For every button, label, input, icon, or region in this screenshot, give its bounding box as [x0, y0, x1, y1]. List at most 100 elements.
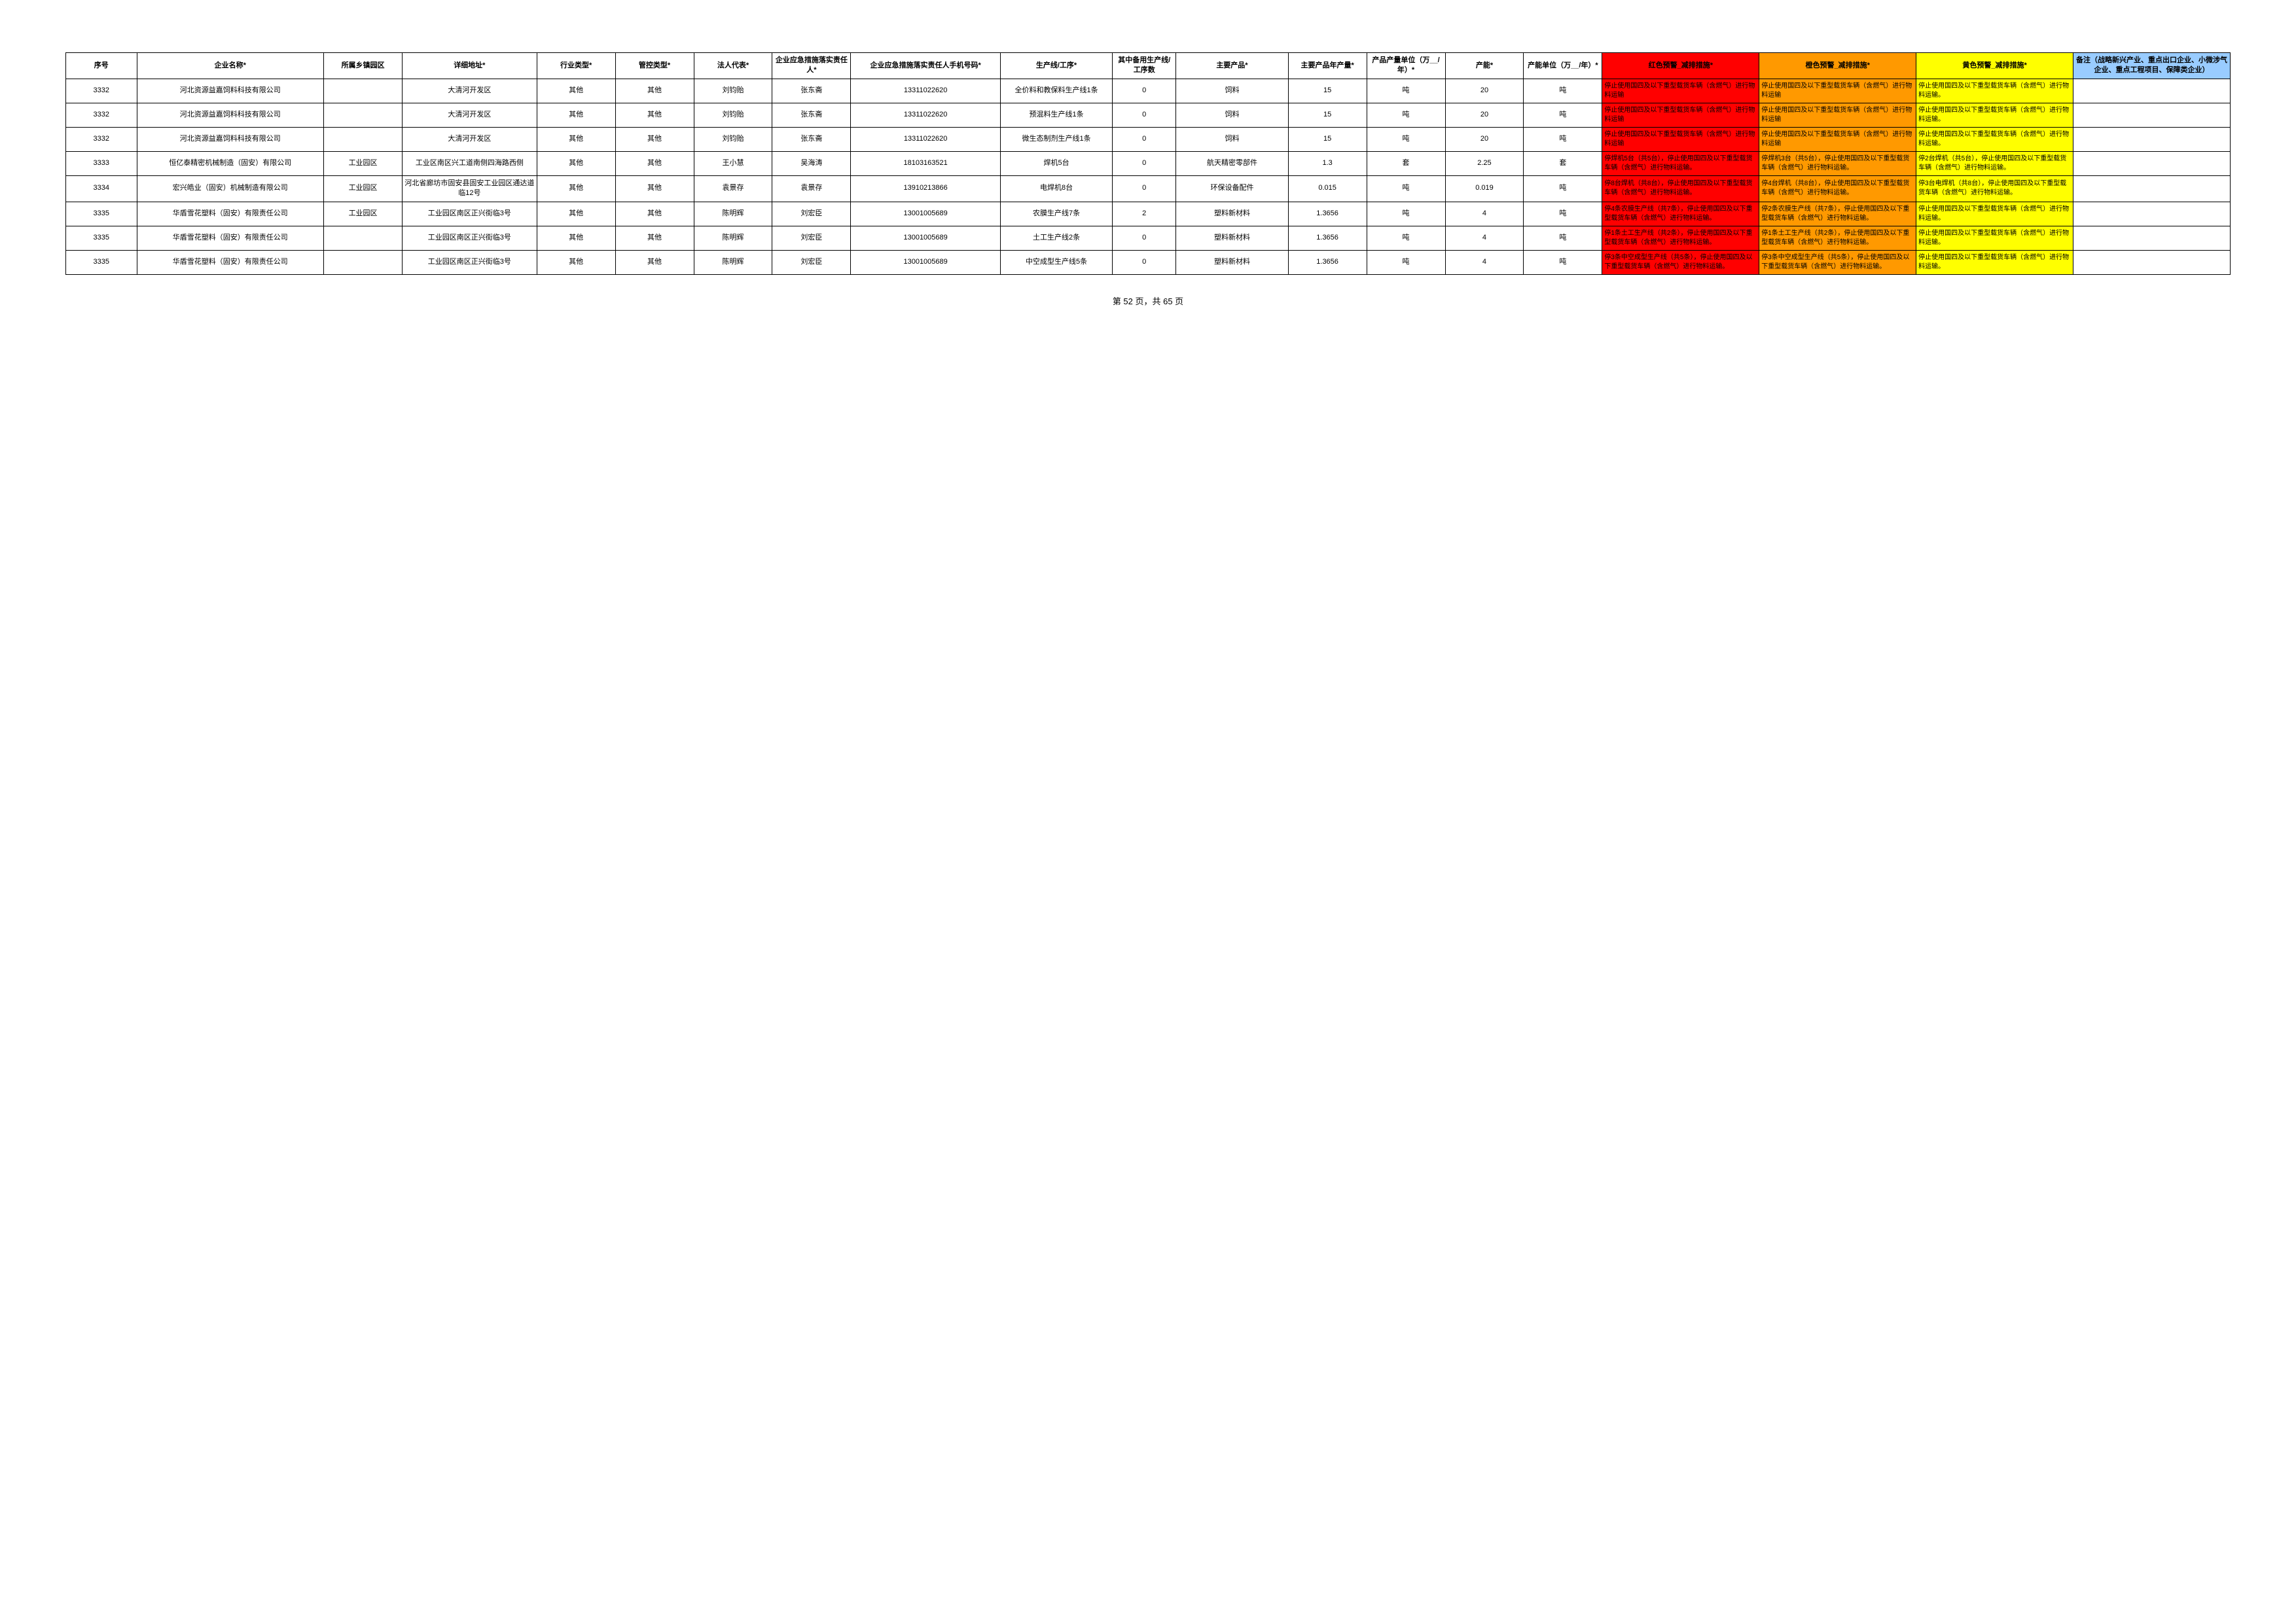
table-row: 3335华盾雪花塑料（固安）有限责任公司工业园区南区正兴街临3号其他其他陈明辉刘… — [66, 226, 2231, 250]
cell-unit1: 吨 — [1367, 175, 1445, 202]
cell-name: 华盾雪花塑料（固安）有限责任公司 — [137, 226, 324, 250]
cell-prod: 饲料 — [1176, 79, 1288, 103]
cell-town — [324, 250, 403, 274]
cell-cap: 1.3 — [1288, 151, 1367, 175]
cell-legal: 陈明辉 — [694, 250, 772, 274]
cell-note — [2073, 127, 2231, 151]
cell-line: 预混料生产线1条 — [1000, 103, 1112, 127]
cell-resp: 刘宏臣 — [772, 202, 851, 226]
cell-note — [2073, 103, 2231, 127]
cell-orange: 停4台焊机（共8台），停止使用国四及以下重型载货车辆（含燃气）进行物料运输。 — [1759, 175, 1916, 202]
cell-unit1: 吨 — [1367, 202, 1445, 226]
cell-line: 中空成型生产线5条 — [1000, 250, 1112, 274]
cell-orange: 停止使用国四及以下重型载货车辆（含燃气）进行物料运输 — [1759, 79, 1916, 103]
col-yellow: 黄色预警_减排措施* — [1916, 53, 2073, 79]
col-legal: 法人代表* — [694, 53, 772, 79]
col-ctrl: 管控类型* — [615, 53, 694, 79]
pager: 第 52 页，共 65 页 — [65, 294, 2231, 307]
cell-backup: 0 — [1113, 127, 1176, 151]
cell-name: 河北资源益嘉饲料科技有限公司 — [137, 79, 324, 103]
cell-red: 停止使用国四及以下重型载货车辆（含燃气）进行物料运输 — [1602, 103, 1759, 127]
cell-prod: 饲料 — [1176, 103, 1288, 127]
cell-name: 宏兴皓业（固安）机械制造有限公司 — [137, 175, 324, 202]
col-unit1: 产品产量单位（万__/年）* — [1367, 53, 1445, 79]
col-town: 所属乡镇园区 — [324, 53, 403, 79]
cell-note — [2073, 250, 2231, 274]
cell-capacity: 20 — [1445, 127, 1524, 151]
cell-legal: 刘钧贻 — [694, 103, 772, 127]
cell-line: 土工生产线2条 — [1000, 226, 1112, 250]
cell-phone: 13910213866 — [851, 175, 1000, 202]
cell-addr: 大清河开发区 — [403, 79, 537, 103]
cell-legal: 刘钧贻 — [694, 79, 772, 103]
cell-unit2: 套 — [1524, 151, 1602, 175]
cell-unit2: 吨 — [1524, 250, 1602, 274]
cell-seq: 3335 — [66, 202, 137, 226]
cell-yellow: 停止使用国四及以下重型载货车辆（含燃气）进行物料运输。 — [1916, 202, 2073, 226]
cell-town — [324, 226, 403, 250]
cell-town — [324, 127, 403, 151]
cell-ind: 其他 — [537, 175, 615, 202]
cell-ind: 其他 — [537, 79, 615, 103]
cell-orange: 停焊机3台（共5台），停止使用国四及以下重型载货车辆（含燃气）进行物料运输。 — [1759, 151, 1916, 175]
cell-unit1: 吨 — [1367, 79, 1445, 103]
cell-ind: 其他 — [537, 202, 615, 226]
cell-capacity: 4 — [1445, 202, 1524, 226]
cell-capacity: 4 — [1445, 226, 1524, 250]
cell-unit1: 吨 — [1367, 103, 1445, 127]
cell-red: 停焊机5台（共5台），停止使用国四及以下重型载货车辆（含燃气）进行物料运输。 — [1602, 151, 1759, 175]
cell-yellow: 停止使用国四及以下重型载货车辆（含燃气）进行物料运输。 — [1916, 127, 2073, 151]
cell-ctrl: 其他 — [615, 127, 694, 151]
cell-prod: 饲料 — [1176, 127, 1288, 151]
cell-name: 河北资源益嘉饲料科技有限公司 — [137, 127, 324, 151]
cell-yellow: 停止使用国四及以下重型载货车辆（含燃气）进行物料运输。 — [1916, 79, 2073, 103]
cell-backup: 0 — [1113, 175, 1176, 202]
cell-addr: 工业园区南区正兴街临3号 — [403, 226, 537, 250]
cell-ind: 其他 — [537, 250, 615, 274]
cell-yellow: 停2台焊机（共5台），停止使用国四及以下重型载货车辆（含燃气）进行物料运输。 — [1916, 151, 2073, 175]
cell-ind: 其他 — [537, 103, 615, 127]
table-row: 3334宏兴皓业（固安）机械制造有限公司工业园区河北省廊坊市固安县固安工业园区通… — [66, 175, 2231, 202]
cell-seq: 3332 — [66, 79, 137, 103]
cell-unit1: 吨 — [1367, 226, 1445, 250]
col-line: 生产线/工序* — [1000, 53, 1112, 79]
cell-red: 停8台焊机（共8台），停止使用国四及以下重型载货车辆（含燃气）进行物料运输。 — [1602, 175, 1759, 202]
cell-seq: 3333 — [66, 151, 137, 175]
cell-note — [2073, 202, 2231, 226]
header-row: 序号 企业名称* 所属乡镇园区 详细地址* 行业类型* 管控类型* 法人代表* … — [66, 53, 2231, 79]
cell-resp: 刘宏臣 — [772, 250, 851, 274]
cell-cap: 1.3656 — [1288, 202, 1367, 226]
cell-capacity: 0.019 — [1445, 175, 1524, 202]
cell-ctrl: 其他 — [615, 79, 694, 103]
cell-addr: 河北省廊坊市固安县固安工业园区通达道临12号 — [403, 175, 537, 202]
cell-phone: 13001005689 — [851, 226, 1000, 250]
cell-red: 停1条土工生产线（共2条），停止使用国四及以下重型载货车辆（含燃气）进行物料运输… — [1602, 226, 1759, 250]
cell-red: 停4条农膜生产线（共7条），停止使用国四及以下重型载货车辆（含燃气）进行物料运输… — [1602, 202, 1759, 226]
cell-addr: 工业区南区兴工道南侧四海路西侧 — [403, 151, 537, 175]
cell-phone: 13311022620 — [851, 79, 1000, 103]
cell-line: 焊机5台 — [1000, 151, 1112, 175]
cell-phone: 13001005689 — [851, 202, 1000, 226]
cell-seq: 3332 — [66, 103, 137, 127]
cell-ctrl: 其他 — [615, 250, 694, 274]
col-backup: 其中备用生产线/工序数 — [1113, 53, 1176, 79]
cell-prod: 塑料新材料 — [1176, 202, 1288, 226]
table-row: 3335华盾雪花塑料（固安）有限责任公司工业园区工业园区南区正兴街临3号其他其他… — [66, 202, 2231, 226]
cell-red: 停止使用国四及以下重型载货车辆（含燃气）进行物料运输 — [1602, 127, 1759, 151]
cell-name: 华盾雪花塑料（固安）有限责任公司 — [137, 202, 324, 226]
cell-ind: 其他 — [537, 127, 615, 151]
table-row: 3335华盾雪花塑料（固安）有限责任公司工业园区南区正兴街临3号其他其他陈明辉刘… — [66, 250, 2231, 274]
cell-yellow: 停止使用国四及以下重型载货车辆（含燃气）进行物料运输。 — [1916, 226, 2073, 250]
cell-unit2: 吨 — [1524, 226, 1602, 250]
cell-note — [2073, 226, 2231, 250]
cell-addr: 工业园区南区正兴街临3号 — [403, 250, 537, 274]
cell-backup: 2 — [1113, 202, 1176, 226]
col-addr: 详细地址* — [403, 53, 537, 79]
cell-note — [2073, 151, 2231, 175]
col-prod: 主要产品* — [1176, 53, 1288, 79]
cell-backup: 0 — [1113, 226, 1176, 250]
cell-town — [324, 103, 403, 127]
cell-prod: 航天精密零部件 — [1176, 151, 1288, 175]
cell-cap: 15 — [1288, 127, 1367, 151]
cell-name: 河北资源益嘉饲料科技有限公司 — [137, 103, 324, 127]
